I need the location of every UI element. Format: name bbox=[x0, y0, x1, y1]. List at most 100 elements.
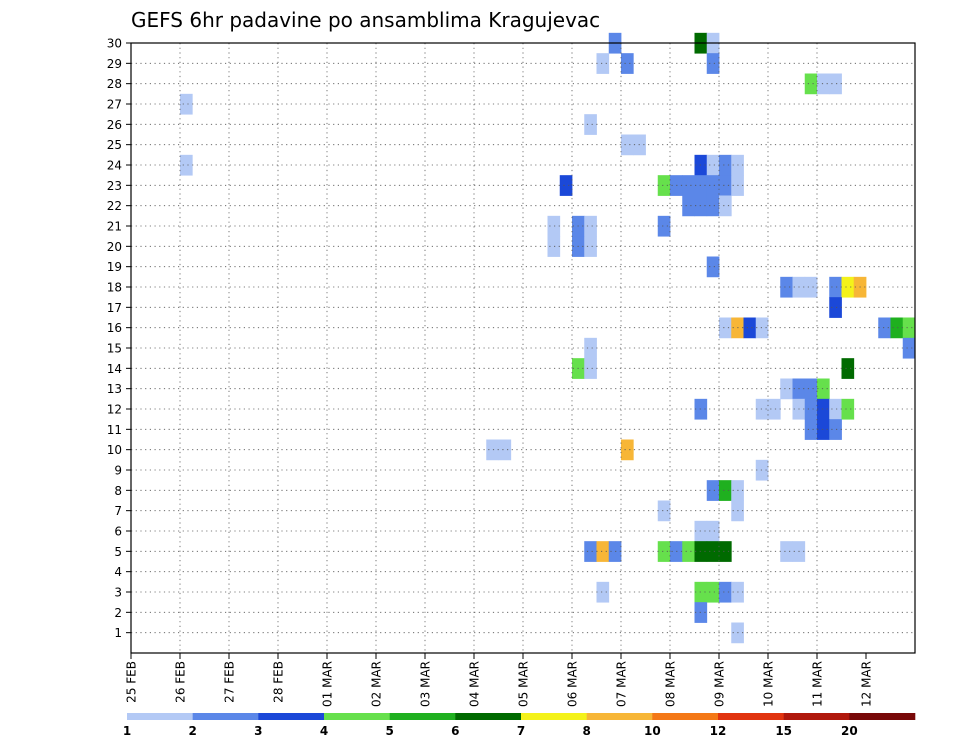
data-cell bbox=[817, 419, 830, 440]
y-axis: 1234567891011121314151617181920212223242… bbox=[107, 37, 131, 640]
colorbar-label: 1 bbox=[123, 724, 131, 738]
colorbar-label: 15 bbox=[775, 724, 792, 738]
y-tick-label: 25 bbox=[107, 138, 122, 152]
data-cell bbox=[890, 317, 904, 339]
data-cell bbox=[768, 398, 781, 420]
y-tick-label: 16 bbox=[107, 321, 122, 335]
y-tick-label: 19 bbox=[107, 260, 122, 274]
data-cell bbox=[706, 480, 720, 501]
data-cell bbox=[584, 236, 597, 257]
cells-layer bbox=[180, 32, 916, 644]
x-tick-label: 04 MAR bbox=[468, 661, 482, 707]
y-tick-label: 23 bbox=[107, 179, 122, 193]
data-cell bbox=[584, 215, 597, 237]
data-cell bbox=[596, 541, 610, 562]
y-tick-label: 11 bbox=[107, 423, 122, 437]
x-tick-label: 05 MAR bbox=[517, 661, 531, 707]
y-tick-label: 29 bbox=[107, 57, 122, 71]
data-cell bbox=[180, 93, 193, 115]
x-tick-label: 07 MAR bbox=[615, 661, 629, 707]
data-cell bbox=[804, 73, 818, 95]
data-cell bbox=[682, 541, 695, 562]
data-cell bbox=[584, 337, 597, 359]
colorbar-label: 8 bbox=[582, 724, 590, 738]
data-cell bbox=[559, 175, 573, 196]
data-cell bbox=[902, 317, 916, 339]
data-cell bbox=[804, 378, 818, 400]
data-cell bbox=[719, 175, 732, 196]
data-cell bbox=[682, 175, 695, 196]
y-tick-label: 9 bbox=[114, 464, 122, 478]
data-cell bbox=[829, 297, 842, 318]
data-cell bbox=[817, 378, 830, 400]
data-cell bbox=[755, 398, 769, 420]
y-tick-label: 8 bbox=[114, 484, 122, 498]
colorbar-swatch bbox=[324, 713, 390, 720]
y-tick-label: 18 bbox=[107, 281, 122, 295]
colorbar-swatch bbox=[455, 713, 522, 720]
x-tick-label: 03 MAR bbox=[419, 661, 433, 707]
y-tick-label: 30 bbox=[107, 37, 122, 51]
x-tick-label: 28 FEB bbox=[272, 661, 286, 703]
x-tick-label: 10 MAR bbox=[762, 661, 776, 707]
colorbar-label: 4 bbox=[320, 724, 328, 738]
data-cell bbox=[719, 581, 732, 603]
data-cell bbox=[841, 358, 855, 379]
data-cell bbox=[706, 520, 720, 542]
data-cell bbox=[657, 500, 671, 522]
data-cell bbox=[829, 398, 842, 420]
y-tick-label: 14 bbox=[107, 362, 122, 376]
y-tick-label: 12 bbox=[107, 403, 122, 417]
data-cell bbox=[841, 398, 855, 420]
data-cell bbox=[780, 541, 793, 562]
y-tick-label: 7 bbox=[114, 504, 122, 518]
data-cell bbox=[719, 317, 732, 339]
data-cell bbox=[706, 541, 720, 562]
grid-layer bbox=[131, 42, 915, 653]
colorbar-swatch bbox=[718, 713, 784, 720]
data-cell bbox=[780, 378, 793, 400]
y-tick-label: 2 bbox=[114, 606, 122, 620]
y-tick-label: 26 bbox=[107, 118, 122, 132]
x-tick-label: 27 FEB bbox=[223, 661, 237, 703]
data-cell bbox=[719, 541, 732, 562]
data-cell bbox=[584, 541, 597, 562]
chart-title: GEFS 6hr padavine po ansamblima Kragujev… bbox=[131, 8, 600, 32]
y-tick-label: 13 bbox=[107, 382, 122, 396]
data-cell bbox=[584, 358, 597, 379]
data-cell bbox=[719, 480, 732, 501]
data-cell bbox=[706, 154, 720, 176]
x-tick-label: 09 MAR bbox=[713, 661, 727, 707]
y-tick-label: 5 bbox=[114, 545, 122, 559]
data-cell bbox=[817, 73, 830, 95]
data-cell bbox=[547, 215, 561, 237]
data-cell bbox=[755, 459, 769, 481]
colorbar-label: 12 bbox=[710, 724, 727, 738]
colorbar-swatch bbox=[192, 713, 259, 720]
data-cell bbox=[486, 439, 499, 461]
data-cell bbox=[621, 53, 634, 74]
data-cell bbox=[706, 53, 720, 74]
y-tick-label: 15 bbox=[107, 342, 122, 356]
data-cell bbox=[804, 398, 818, 420]
x-tick-label: 11 MAR bbox=[811, 661, 825, 707]
data-cell bbox=[180, 154, 193, 176]
data-cell bbox=[621, 134, 634, 156]
data-cell bbox=[829, 73, 842, 95]
data-cell bbox=[755, 317, 769, 339]
x-tick-label: 12 MAR bbox=[860, 661, 874, 707]
y-tick-label: 10 bbox=[107, 443, 122, 457]
data-cell bbox=[657, 175, 671, 196]
data-cell bbox=[804, 419, 818, 440]
data-cell bbox=[841, 276, 855, 298]
y-tick-label: 3 bbox=[114, 586, 122, 600]
data-cell bbox=[706, 256, 720, 278]
colorbar-swatch bbox=[389, 713, 456, 720]
data-cell bbox=[596, 581, 610, 603]
colorbar-swatch bbox=[652, 713, 719, 720]
data-cell bbox=[657, 215, 671, 237]
y-tick-label: 28 bbox=[107, 77, 122, 91]
data-cell bbox=[804, 276, 818, 298]
data-cell bbox=[608, 541, 622, 562]
x-tick-label: 06 MAR bbox=[566, 661, 580, 707]
